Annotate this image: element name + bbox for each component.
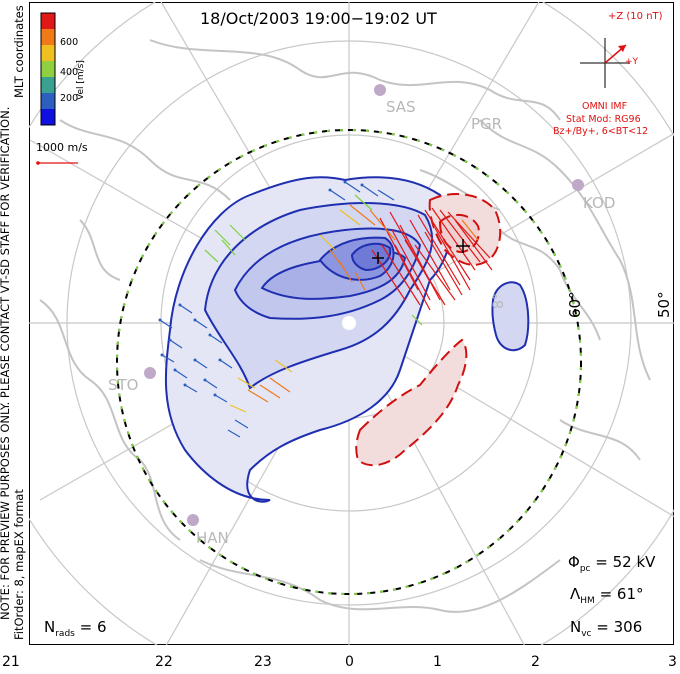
colorbar-tick-400: 400 bbox=[60, 67, 79, 78]
cross-polar-potential: Φpc = 52 kV bbox=[568, 553, 656, 574]
imf-z-label: +Z (10 nT) bbox=[608, 11, 663, 22]
mlt-tick-0: 0 bbox=[345, 654, 354, 670]
velocity-vectors bbox=[158, 180, 493, 438]
imf-model-label: Stat Mod: RG96 bbox=[566, 114, 641, 125]
velocity-colorbar bbox=[40, 12, 56, 126]
station-pgr: PGR bbox=[471, 115, 503, 133]
mlt-tick-22: 22 bbox=[155, 654, 173, 670]
dawn-convection-cell bbox=[355, 193, 502, 467]
lat-label-60: 60° bbox=[566, 291, 584, 318]
imf-source-label: OMNI IMF bbox=[582, 101, 628, 112]
mlt-tick-3: 3 bbox=[668, 654, 677, 670]
vector-count: Nvc = 306 bbox=[570, 618, 643, 639]
imf-clock-dial bbox=[580, 38, 630, 88]
velocity-scale-label: 1000 m/s bbox=[36, 141, 88, 154]
station-sas: SAS bbox=[386, 98, 416, 116]
imf-y-label: +Y bbox=[625, 57, 639, 67]
fit-order-note: FitOrder: 8, mapEX format bbox=[12, 489, 26, 640]
preview-note: NOTE: FOR PREVIEW PURPOSES ONLY. PLEASE … bbox=[0, 106, 12, 620]
mlt-coordinates-label: MLT coordinates bbox=[12, 5, 26, 98]
mlt-tick-1: 1 bbox=[433, 654, 442, 670]
station-kod: KOD bbox=[583, 194, 616, 212]
station-sto: STO bbox=[108, 376, 139, 394]
lat-label-50: 50° bbox=[655, 291, 673, 318]
hm-boundary-latitude: ΛHM = 61° bbox=[570, 585, 644, 606]
station-markers bbox=[144, 84, 584, 526]
radar-count: Nrads = 6 bbox=[44, 618, 107, 639]
colorbar-tick-200: 200 bbox=[60, 93, 79, 104]
heppner-maynard-boundary bbox=[116, 129, 582, 595]
potential-max-marker bbox=[456, 239, 470, 253]
station-han: HAN bbox=[196, 529, 229, 547]
colorbar-tick-600: 600 bbox=[60, 37, 79, 48]
imf-condition-label: Bz+/By+, 6<BT<12 bbox=[553, 126, 649, 137]
magnetic-pole-marker bbox=[342, 316, 356, 330]
map-title: 18/Oct/2003 19:00−19:02 UT bbox=[200, 9, 437, 28]
mlt-tick-23: 23 bbox=[254, 654, 272, 670]
mlt-tick-21: 21 bbox=[2, 654, 20, 670]
potential-min-marker bbox=[372, 252, 384, 264]
lat-label-partial: 8° bbox=[491, 293, 507, 309]
mlt-tick-2: 2 bbox=[531, 654, 540, 670]
